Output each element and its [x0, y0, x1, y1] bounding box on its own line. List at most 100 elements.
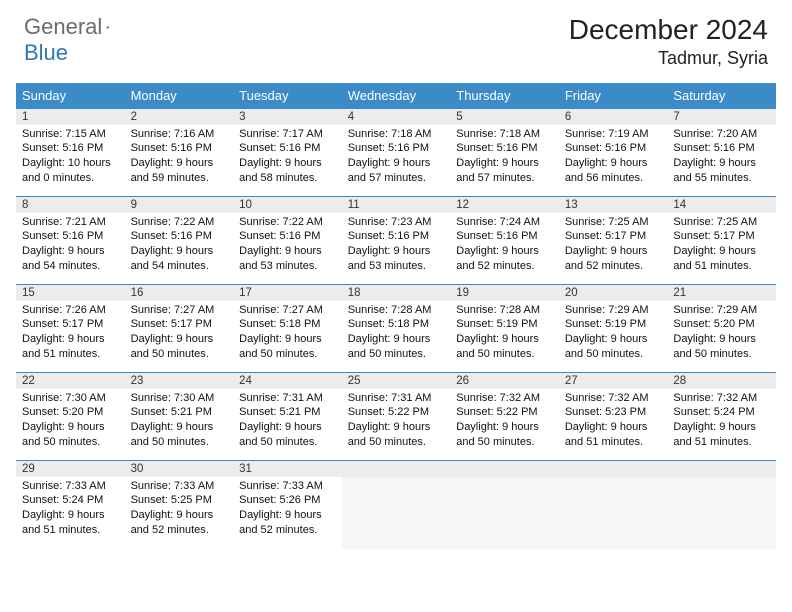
sunrise-line: Sunrise: 7:30 AM	[22, 391, 119, 406]
sunset-line: Sunset: 5:25 PM	[131, 493, 228, 508]
sunset-line: Sunset: 5:16 PM	[131, 229, 228, 244]
brand-logo: General	[24, 14, 130, 40]
day-number-cell: 8	[16, 197, 125, 213]
day-number-cell: 1	[16, 109, 125, 125]
day-number-cell: 28	[667, 373, 776, 389]
day-number-row: 15161718192021	[16, 285, 776, 301]
day-content-cell: Sunrise: 7:27 AMSunset: 5:18 PMDaylight:…	[233, 301, 342, 373]
sunrise-line: Sunrise: 7:22 AM	[131, 215, 228, 230]
day-content-cell: Sunrise: 7:25 AMSunset: 5:17 PMDaylight:…	[667, 213, 776, 285]
sunrise-line: Sunrise: 7:26 AM	[22, 303, 119, 318]
daylight-line: Daylight: 9 hours and 50 minutes.	[456, 420, 553, 450]
sunrise-line: Sunrise: 7:31 AM	[239, 391, 336, 406]
sunrise-line: Sunrise: 7:23 AM	[348, 215, 445, 230]
daylight-line: Daylight: 9 hours and 58 minutes.	[239, 156, 336, 186]
sunset-line: Sunset: 5:24 PM	[673, 405, 770, 420]
sunrise-line: Sunrise: 7:28 AM	[456, 303, 553, 318]
day-number-row: 1234567	[16, 109, 776, 125]
day-number-cell: 18	[342, 285, 451, 301]
daylight-line: Daylight: 9 hours and 54 minutes.	[22, 244, 119, 274]
daylight-line: Daylight: 9 hours and 50 minutes.	[673, 332, 770, 362]
sunrise-line: Sunrise: 7:30 AM	[131, 391, 228, 406]
sunrise-line: Sunrise: 7:25 AM	[565, 215, 662, 230]
day-content-cell: Sunrise: 7:21 AMSunset: 5:16 PMDaylight:…	[16, 213, 125, 285]
day-number-cell: 20	[559, 285, 668, 301]
sunrise-line: Sunrise: 7:28 AM	[348, 303, 445, 318]
sunset-line: Sunset: 5:16 PM	[22, 141, 119, 156]
day-number-row: 891011121314	[16, 197, 776, 213]
weekday-header: Thursday	[450, 83, 559, 109]
weekday-header: Monday	[125, 83, 234, 109]
sunset-line: Sunset: 5:16 PM	[456, 141, 553, 156]
logo-text-general: General	[24, 14, 102, 40]
day-content-cell: Sunrise: 7:32 AMSunset: 5:24 PMDaylight:…	[667, 389, 776, 461]
sunset-line: Sunset: 5:26 PM	[239, 493, 336, 508]
logo-triangle-icon	[106, 18, 110, 36]
sunrise-line: Sunrise: 7:18 AM	[348, 127, 445, 142]
sunset-line: Sunset: 5:22 PM	[456, 405, 553, 420]
day-content-row: Sunrise: 7:33 AMSunset: 5:24 PMDaylight:…	[16, 477, 776, 549]
sunset-line: Sunset: 5:17 PM	[673, 229, 770, 244]
location-label: Tadmur, Syria	[569, 48, 768, 69]
sunrise-line: Sunrise: 7:27 AM	[131, 303, 228, 318]
sunrise-line: Sunrise: 7:32 AM	[456, 391, 553, 406]
day-content-cell: Sunrise: 7:19 AMSunset: 5:16 PMDaylight:…	[559, 125, 668, 197]
day-number-cell: 21	[667, 285, 776, 301]
daylight-line: Daylight: 9 hours and 51 minutes.	[673, 244, 770, 274]
sunrise-line: Sunrise: 7:33 AM	[239, 479, 336, 494]
calendar-table: Sunday Monday Tuesday Wednesday Thursday…	[16, 83, 776, 549]
day-content-cell: Sunrise: 7:22 AMSunset: 5:16 PMDaylight:…	[233, 213, 342, 285]
day-number-cell: 27	[559, 373, 668, 389]
day-number-cell: 11	[342, 197, 451, 213]
day-number-cell: 6	[559, 109, 668, 125]
daylight-line: Daylight: 9 hours and 50 minutes.	[239, 332, 336, 362]
day-content-cell	[450, 477, 559, 549]
daylight-line: Daylight: 9 hours and 50 minutes.	[348, 420, 445, 450]
day-content-cell: Sunrise: 7:29 AMSunset: 5:20 PMDaylight:…	[667, 301, 776, 373]
day-number-cell	[342, 461, 451, 477]
day-content-cell	[559, 477, 668, 549]
daylight-line: Daylight: 9 hours and 52 minutes.	[456, 244, 553, 274]
day-number-cell: 7	[667, 109, 776, 125]
day-number-cell: 12	[450, 197, 559, 213]
weekday-header: Saturday	[667, 83, 776, 109]
sunset-line: Sunset: 5:17 PM	[565, 229, 662, 244]
day-content-row: Sunrise: 7:21 AMSunset: 5:16 PMDaylight:…	[16, 213, 776, 285]
daylight-line: Daylight: 9 hours and 53 minutes.	[239, 244, 336, 274]
daylight-line: Daylight: 9 hours and 50 minutes.	[239, 420, 336, 450]
daylight-line: Daylight: 9 hours and 52 minutes.	[131, 508, 228, 538]
sunrise-line: Sunrise: 7:21 AM	[22, 215, 119, 230]
sunset-line: Sunset: 5:18 PM	[348, 317, 445, 332]
daylight-line: Daylight: 9 hours and 50 minutes.	[348, 332, 445, 362]
day-number-cell: 13	[559, 197, 668, 213]
sunset-line: Sunset: 5:16 PM	[673, 141, 770, 156]
day-number-cell: 17	[233, 285, 342, 301]
daylight-line: Daylight: 9 hours and 51 minutes.	[22, 332, 119, 362]
sunset-line: Sunset: 5:16 PM	[456, 229, 553, 244]
weekday-header-row: Sunday Monday Tuesday Wednesday Thursday…	[16, 83, 776, 109]
sunrise-line: Sunrise: 7:27 AM	[239, 303, 336, 318]
weekday-header: Wednesday	[342, 83, 451, 109]
sunrise-line: Sunrise: 7:32 AM	[673, 391, 770, 406]
sunset-line: Sunset: 5:20 PM	[22, 405, 119, 420]
sunrise-line: Sunrise: 7:24 AM	[456, 215, 553, 230]
day-number-cell: 14	[667, 197, 776, 213]
sunrise-line: Sunrise: 7:22 AM	[239, 215, 336, 230]
day-content-cell: Sunrise: 7:31 AMSunset: 5:22 PMDaylight:…	[342, 389, 451, 461]
sunrise-line: Sunrise: 7:31 AM	[348, 391, 445, 406]
sunrise-line: Sunrise: 7:16 AM	[131, 127, 228, 142]
weekday-header: Tuesday	[233, 83, 342, 109]
daylight-line: Daylight: 9 hours and 50 minutes.	[131, 420, 228, 450]
daylight-line: Daylight: 9 hours and 51 minutes.	[22, 508, 119, 538]
day-number-cell	[559, 461, 668, 477]
day-content-cell: Sunrise: 7:18 AMSunset: 5:16 PMDaylight:…	[342, 125, 451, 197]
sunset-line: Sunset: 5:17 PM	[131, 317, 228, 332]
day-number-cell	[450, 461, 559, 477]
day-content-cell	[667, 477, 776, 549]
day-content-cell: Sunrise: 7:23 AMSunset: 5:16 PMDaylight:…	[342, 213, 451, 285]
daylight-line: Daylight: 9 hours and 52 minutes.	[239, 508, 336, 538]
sunset-line: Sunset: 5:16 PM	[239, 141, 336, 156]
day-content-row: Sunrise: 7:15 AMSunset: 5:16 PMDaylight:…	[16, 125, 776, 197]
day-number-cell: 23	[125, 373, 234, 389]
sunset-line: Sunset: 5:16 PM	[348, 229, 445, 244]
